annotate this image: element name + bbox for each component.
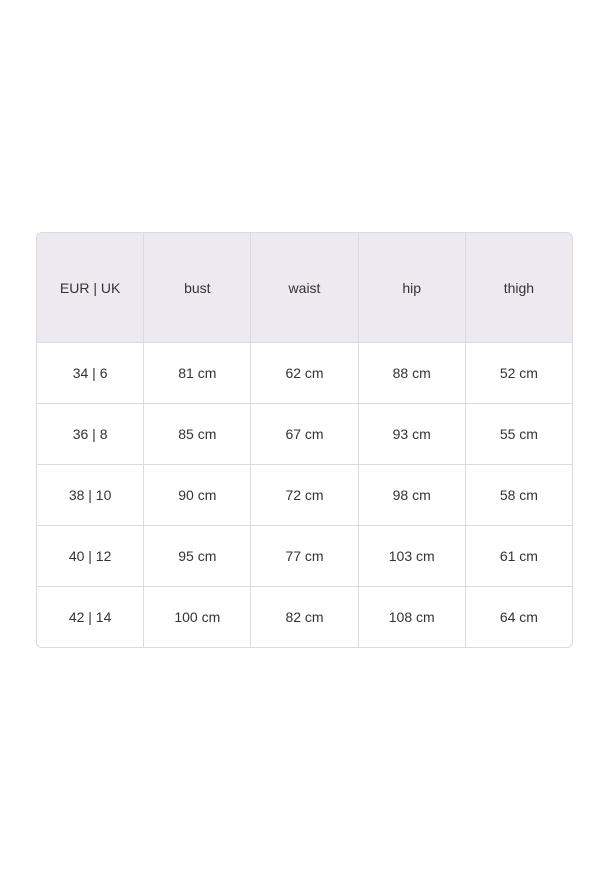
table-cell: 42 | 14 [68,609,112,625]
table-row: 34 | 6 81 cm 62 cm 88 cm 52 cm [37,342,572,403]
header-cell: thigh [464,233,572,342]
table-cell: 61 cm [464,526,572,586]
table-cell: 40 | 12 [68,548,112,564]
table-cell: 36 | 8 [72,426,108,442]
table-cell: 103 cm [357,526,465,586]
header-cell: bust [143,233,250,342]
table-row: 36 | 8 85 cm 67 cm 93 cm 55 cm [37,403,572,464]
table-row: 40 | 12 95 cm 77 cm 103 cm 61 cm [37,525,572,586]
table-cell: 58 cm [464,465,572,525]
size-chart-table: EUR | UK bust waist hip thigh 34 | 6 81 cm 62 c… [36,232,573,648]
table-cell: 55 cm [464,404,572,464]
header-cell: waist [250,233,357,342]
table-cell: 38 | 10 [68,487,112,503]
table-cell: 82 cm [250,587,357,647]
table-cell: 100 cm [143,587,250,647]
table-cell: 77 cm [250,526,357,586]
table-row: 42 | 14 100 cm 82 cm 108 cm 64 cm [37,586,572,647]
table-cell: 34 | 6 [72,365,108,381]
table-cell: 93 cm [357,404,465,464]
table-cell: 95 cm [143,526,250,586]
table-cell: 72 cm [250,465,357,525]
table-cell: 98 cm [357,465,465,525]
table-cell: 88 cm [357,343,465,403]
table-cell: 85 cm [143,404,250,464]
header-cell: EUR | UK [59,279,121,296]
table-cell: 62 cm [250,343,357,403]
table-cell: 67 cm [250,404,357,464]
table-row: 38 | 10 90 cm 72 cm 98 cm 58 cm [37,464,572,525]
table-cell: 64 cm [464,587,572,647]
header-cell: hip [357,233,465,342]
table-cell: 81 cm [143,343,250,403]
table-header-row: EUR | UK bust waist hip thigh [37,233,572,342]
table-cell: 90 cm [143,465,250,525]
table-cell: 108 cm [357,587,465,647]
table-cell: 52 cm [464,343,572,403]
